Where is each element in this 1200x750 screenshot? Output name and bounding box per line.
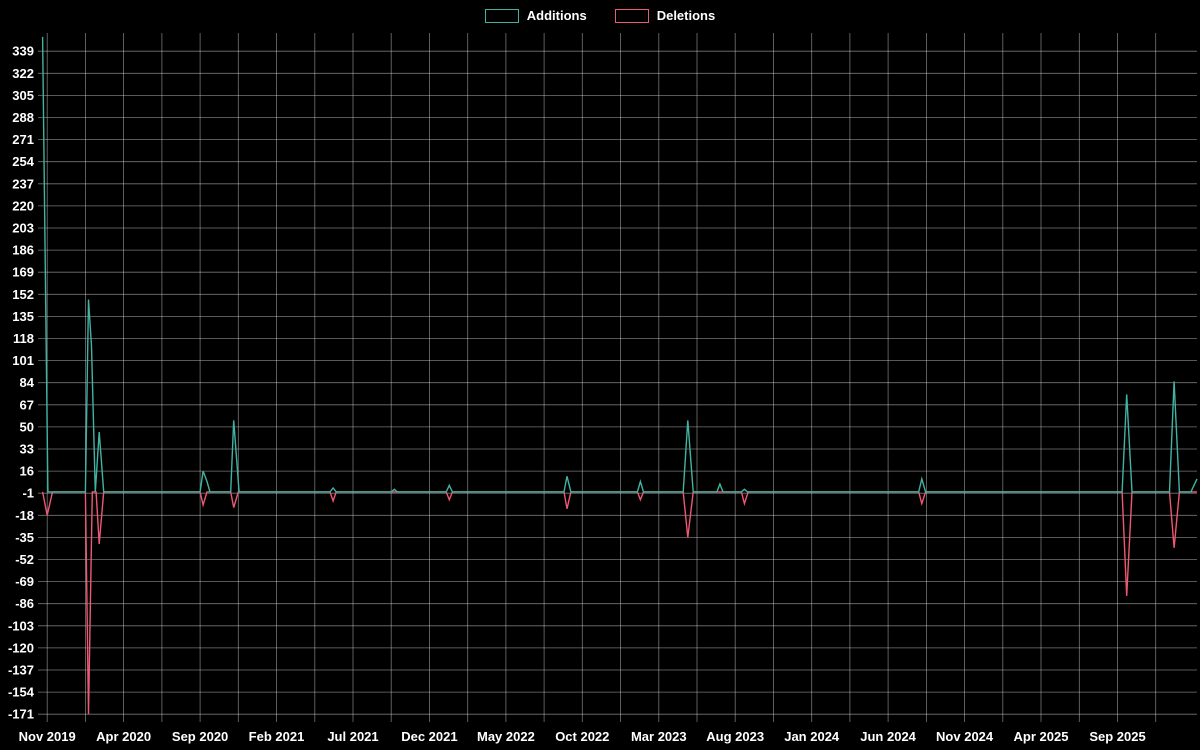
x-tick-label: Sep 2020	[172, 729, 228, 744]
y-tick-label: -1	[22, 486, 34, 501]
deletions-legend-swatch	[614, 8, 649, 23]
y-tick-label: 135	[12, 309, 34, 324]
y-tick-label: -18	[15, 508, 34, 523]
y-tick-label: 33	[20, 442, 34, 457]
y-tick-label: 203	[12, 221, 34, 236]
y-tick-label: -86	[15, 596, 34, 611]
y-tick-label: 152	[12, 287, 34, 302]
y-tick-label: 254	[12, 154, 34, 169]
additions-line	[41, 36, 1198, 493]
y-tick-label: -154	[8, 685, 35, 700]
chart-legend: Additions Deletions	[0, 8, 1200, 23]
y-tick-label: 84	[20, 375, 35, 390]
y-tick-label: -52	[15, 552, 34, 567]
x-tick-label: Sep 2025	[1089, 729, 1145, 744]
x-tick-label: May 2022	[477, 729, 535, 744]
y-tick-label: 237	[12, 176, 34, 191]
y-tick-label: 16	[20, 464, 34, 479]
additions-legend-label: Additions	[526, 8, 587, 23]
y-tick-label: 288	[12, 110, 34, 125]
additions-legend-swatch	[484, 8, 519, 23]
y-tick-label: -103	[8, 618, 34, 633]
y-tick-label: -35	[15, 530, 34, 545]
y-tick-label: 67	[20, 397, 34, 412]
legend-item-additions[interactable]: Additions	[484, 8, 587, 23]
y-tick-label: 118	[13, 331, 34, 346]
legend-item-deletions[interactable]: Deletions	[614, 8, 716, 23]
deletions-line	[41, 491, 1197, 715]
x-tick-label: Dec 2021	[401, 729, 457, 744]
y-tick-label: 271	[12, 132, 34, 147]
x-tick-label: Jan 2024	[784, 729, 840, 744]
x-tick-label: Apr 2020	[96, 729, 151, 744]
y-tick-label: -69	[15, 574, 34, 589]
x-tick-label: Jul 2021	[327, 729, 378, 744]
y-tick-label: 169	[12, 265, 34, 280]
deletions-legend-label: Deletions	[656, 8, 716, 23]
y-tick-label: 339	[12, 44, 34, 59]
x-tick-label: Mar 2023	[631, 729, 687, 744]
x-tick-label: Oct 2022	[555, 729, 609, 744]
y-tick-label: 220	[12, 198, 34, 213]
x-tick-label: Jun 2024	[860, 729, 916, 744]
y-tick-label: 50	[20, 419, 34, 434]
x-tick-label: Nov 2019	[19, 729, 76, 744]
x-tick-label: Apr 2025	[1014, 729, 1069, 744]
y-tick-label: -137	[8, 663, 34, 678]
x-tick-label: Feb 2021	[249, 729, 305, 744]
y-tick-label: 322	[12, 66, 34, 81]
y-tick-label: 101	[12, 353, 34, 368]
x-tick-label: Nov 2024	[936, 729, 994, 744]
y-tick-label: -171	[8, 707, 34, 722]
y-tick-label: -120	[8, 640, 34, 655]
y-tick-label: 186	[12, 243, 34, 258]
y-tick-label: 305	[12, 88, 34, 103]
x-tick-label: Aug 2023	[706, 729, 764, 744]
